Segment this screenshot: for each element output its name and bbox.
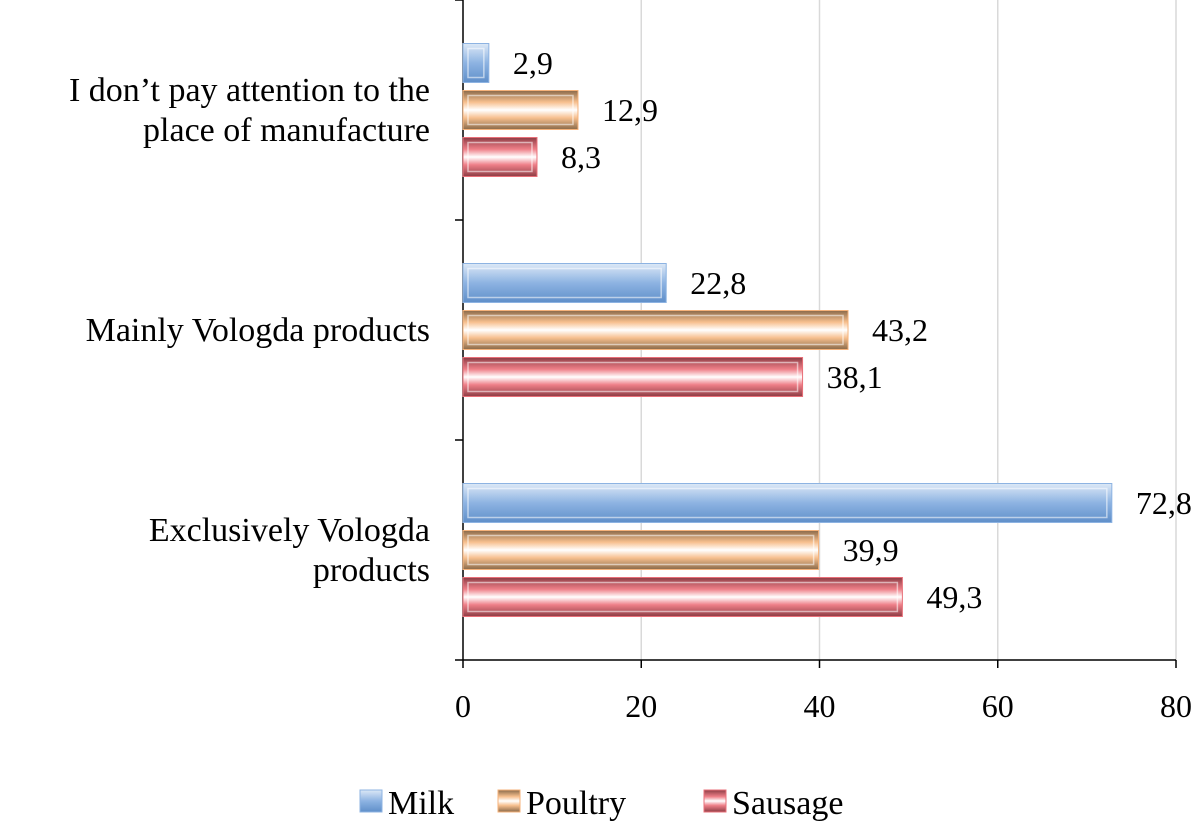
category-label: Mainly Vologda products [86, 312, 430, 349]
bar-milk [462, 483, 1113, 523]
data-label: 22,8 [690, 265, 746, 301]
legend-label: Poultry [526, 785, 626, 822]
bar-milk [462, 43, 490, 83]
bar-bevel [467, 361, 799, 393]
category-label-line: products [313, 552, 430, 589]
x-tick-label: 20 [625, 688, 657, 724]
data-label: 72,8 [1136, 485, 1192, 521]
category-label: I don’t pay attention to the place of man… [69, 72, 430, 149]
bar-bevel [467, 47, 485, 79]
x-tick-label: 0 [455, 688, 471, 724]
category-label-line: I don’t pay attention to the [69, 72, 430, 109]
bars [462, 43, 1113, 617]
category-label: Exclusively Vologda products [149, 512, 430, 589]
data-label: 2,9 [513, 45, 553, 81]
legend-item-poultry: Poultry [497, 785, 626, 822]
bar-body [462, 263, 667, 303]
data-label: 43,2 [872, 312, 928, 348]
category-label-line: place of manufacture [143, 112, 430, 149]
legend-label: Sausage [732, 785, 843, 822]
legend-swatch [703, 789, 727, 813]
bar-bevel [467, 314, 844, 346]
bar-body [462, 483, 1113, 523]
x-tick-label: 40 [804, 688, 836, 724]
x-tick-label: 60 [982, 688, 1014, 724]
x-tick-label: 80 [1160, 688, 1192, 724]
data-label: 38,1 [827, 359, 883, 395]
bar-poultry [462, 90, 579, 130]
bar-body [462, 137, 538, 177]
labels: I don’t pay attention to the place of man… [69, 45, 1192, 615]
legend-item-milk: Milk [359, 785, 454, 822]
bar-poultry [462, 530, 820, 570]
bar-body [462, 530, 820, 570]
bar-bevel [467, 487, 1108, 519]
legend-swatch [497, 789, 521, 813]
bar-body [462, 577, 903, 617]
bar-poultry [462, 310, 849, 350]
bar-bevel [467, 141, 533, 173]
bar-body [462, 310, 849, 350]
bar-sausage [462, 357, 804, 397]
legend-swatch [359, 789, 383, 813]
bar-bevel [467, 581, 899, 613]
bar-milk [462, 263, 667, 303]
data-label: 8,3 [561, 139, 601, 175]
bar-sausage [462, 137, 538, 177]
bar-sausage [462, 577, 903, 617]
bar-body [462, 90, 579, 130]
data-label: 39,9 [843, 532, 899, 568]
data-label: 49,3 [926, 579, 982, 615]
data-label: 12,9 [602, 92, 658, 128]
bar-body [462, 43, 490, 83]
legend-label: Milk [388, 785, 454, 822]
bar-bevel [467, 267, 662, 299]
bar-bevel [467, 94, 574, 126]
category-label-line: Exclusively Vologda [149, 512, 430, 549]
category-label-line: Mainly Vologda products [86, 312, 430, 349]
legend: Milk Poultry Sausage [359, 785, 843, 822]
legend-item-sausage: Sausage [703, 785, 843, 822]
bar-bevel [467, 534, 815, 566]
bar-body [462, 357, 804, 397]
